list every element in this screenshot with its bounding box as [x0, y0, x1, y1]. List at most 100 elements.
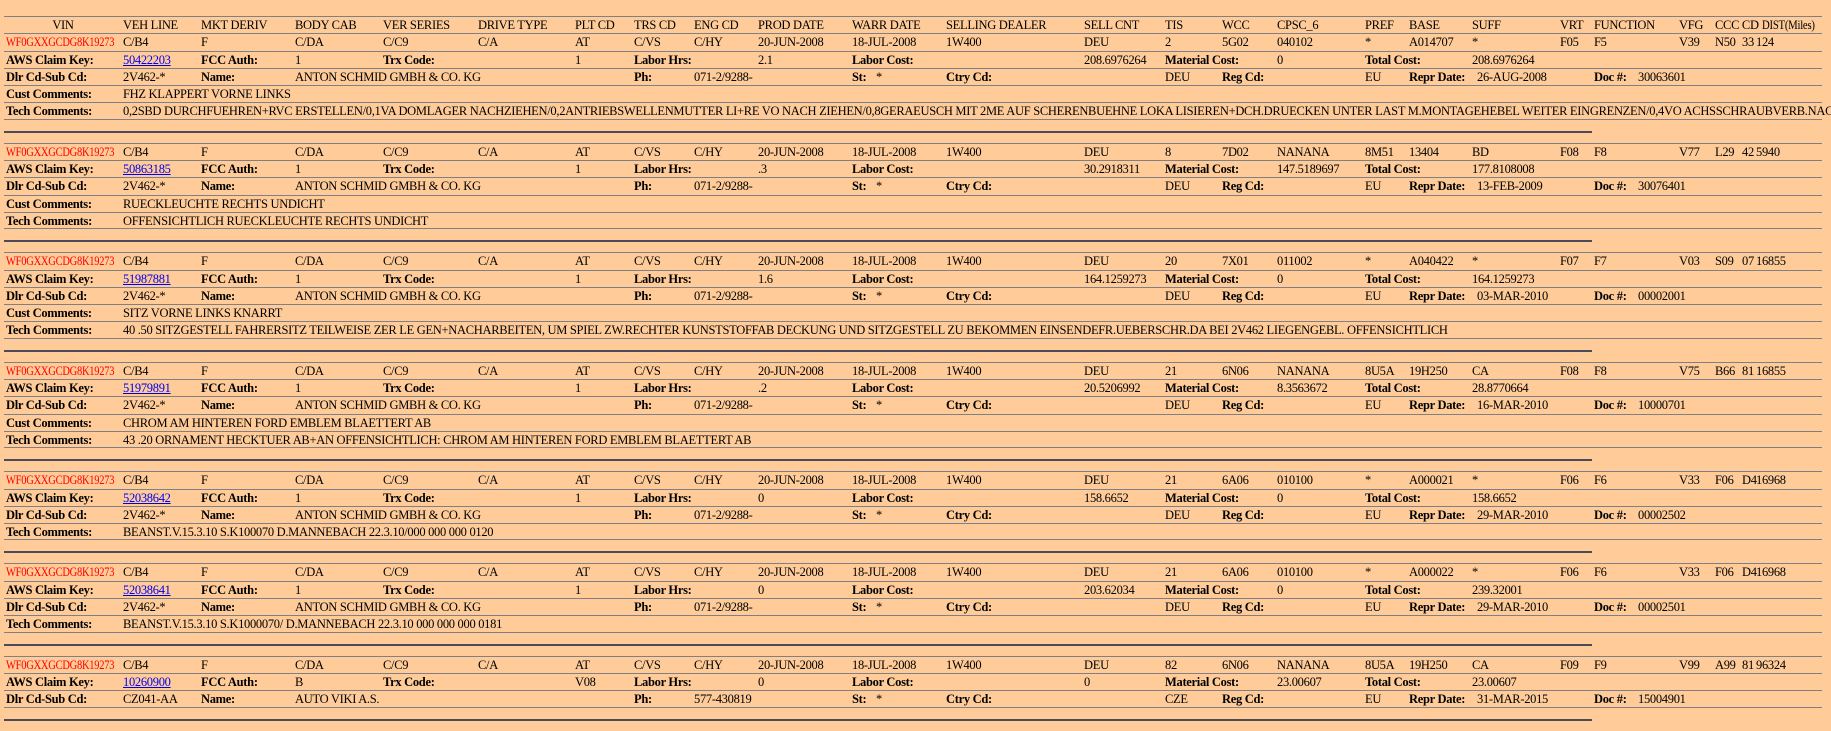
dealer-code-value: 2V462-*: [123, 398, 166, 413]
cell-vfg: V75: [1679, 363, 1700, 378]
labor-hrs-label: Labor Hrs:: [634, 162, 692, 177]
vehicle-row: WF0GXXGCDG8K19273 C/B4 F C/DA C/C9 C/A AT C/VS C…: [4, 252, 1822, 269]
claim-key-link[interactable]: 52038642: [123, 490, 171, 505]
cell-pref: *: [1365, 35, 1371, 50]
cell-vrt: F08: [1560, 363, 1579, 378]
cell-mkt: F: [201, 254, 208, 269]
total-cost-label: Total Cost:: [1365, 490, 1421, 505]
column-header-eng: ENG CD: [694, 18, 739, 32]
cell-plt: AT: [575, 144, 590, 159]
dealer-name-label: Name:: [201, 692, 235, 707]
repair-date-label: Repr Date:: [1409, 288, 1466, 303]
cell-trs: C/VS: [634, 254, 661, 269]
cell-veh: C/B4: [123, 565, 149, 580]
claim-key-link[interactable]: 52038641: [123, 582, 171, 597]
cell-drive: C/A: [478, 657, 498, 672]
cell-prod: 20-JUN-2008: [758, 657, 824, 672]
claim-key-link[interactable]: 51987881: [123, 271, 171, 286]
material-cost-label: Material Cost:: [1165, 271, 1239, 286]
cell-veh: C/B4: [123, 254, 149, 269]
vehicle-row: WF0GXXGCDG8K19273 C/B4 F C/DA C/C9 C/A AT C/VS C…: [4, 655, 1822, 673]
cell-prod: 20-JUN-2008: [758, 254, 824, 269]
total-cost-label: Total Cost:: [1365, 381, 1421, 396]
cell-vfg: V03: [1679, 254, 1700, 269]
dealer-code-value: 2V462-*: [123, 179, 166, 194]
claim-key-label: AWS Claim Key:: [6, 162, 94, 177]
cell-vrt: F06: [1560, 473, 1579, 488]
repair-date-value: 31-MAR-2015: [1477, 692, 1549, 707]
cell-drive: C/A: [478, 144, 498, 159]
phone-value: 071-2/9288-: [694, 507, 753, 522]
column-header-sell: SELL CNT: [1084, 18, 1140, 32]
cell-trs: C/VS: [634, 144, 661, 159]
cell-warr: 18-JUL-2008: [852, 565, 917, 580]
labor-hrs-value: 0: [758, 582, 764, 597]
labor-hrs-label: Labor Hrs:: [634, 271, 692, 286]
total-cost-label: Total Cost:: [1365, 52, 1421, 67]
column-header-dist: DIST(Miles): [1762, 18, 1815, 32]
labor-cost-label: Labor Cost:: [852, 674, 914, 689]
cell-vin: WF0GXXGCDG8K19273: [6, 363, 115, 378]
cell-cpsc: NANANA: [1277, 144, 1330, 159]
cell-dealer: 1W400: [946, 363, 982, 378]
cell-dist: 124: [1756, 35, 1774, 50]
column-header-plt: PLT CD: [575, 18, 615, 32]
cell-ccc: L29: [1715, 144, 1735, 159]
cell-func: F8: [1594, 144, 1607, 159]
cell-vin: WF0GXXGCDG8K19273: [6, 144, 115, 159]
cell-base: 19H250: [1409, 657, 1448, 672]
cell-ver: C/C9: [383, 565, 409, 580]
cell-eng: C/HY: [694, 35, 723, 50]
cell-cpsc: 040102: [1277, 35, 1313, 50]
claim-key-link[interactable]: 50863185: [123, 162, 171, 177]
column-header-func: FUNCTION: [1594, 18, 1655, 32]
claim-key-link[interactable]: 51979891: [123, 381, 171, 396]
claim-key-link[interactable]: 50422203: [123, 52, 171, 67]
column-header-tis: TIS: [1165, 18, 1183, 32]
dealer-code-value: 2V462-*: [123, 69, 166, 84]
cell-mkt: F: [201, 473, 208, 488]
repair-date-value: 29-MAR-2010: [1477, 600, 1549, 615]
cell-suff: CA: [1472, 363, 1489, 378]
country-value: DEU: [1165, 507, 1190, 522]
total-cost-value: 177.8108008: [1472, 162, 1535, 177]
state-label: St:: [852, 179, 867, 194]
region-label: Reg Cd:: [1222, 600, 1264, 615]
tech-comments-value: 43 .20 ORNAMENT HECKTUER AB+AN OFFENSICH…: [123, 432, 752, 447]
record-separator: [4, 229, 1822, 252]
cell-prod: 20-JUN-2008: [758, 473, 824, 488]
doc-number-label: Doc #:: [1594, 692, 1627, 707]
phone-label: Ph:: [634, 507, 652, 522]
column-header-dealer: SELLING DEALER: [946, 18, 1047, 32]
country-label: Ctry Cd:: [946, 398, 992, 413]
record-separator: [4, 120, 1822, 143]
material-cost-value: 0: [1277, 582, 1283, 597]
state-value: *: [876, 288, 882, 303]
cell-wcc: 5G02: [1222, 35, 1249, 50]
doc-number-label: Doc #:: [1594, 179, 1627, 194]
record-separator: [4, 540, 1822, 563]
region-label: Reg Cd:: [1222, 398, 1264, 413]
doc-number-value: 00002001: [1638, 288, 1686, 303]
fcc-auth-label: FCC Auth:: [201, 490, 258, 505]
material-cost-value: 0: [1277, 52, 1283, 67]
cell-cd: 33: [1742, 35, 1754, 50]
doc-number-value: 30076401: [1638, 179, 1686, 194]
cell-eng: C/HY: [694, 363, 723, 378]
trx-code-value: 1: [575, 490, 581, 505]
cell-ccc: N50: [1715, 35, 1736, 50]
claim-key-label: AWS Claim Key:: [6, 381, 94, 396]
column-header-drive: DRIVE TYPE: [478, 18, 548, 32]
claim-row: AWS Claim Key: 52038642 FCC Auth: 1 Trx Code…: [4, 488, 1822, 506]
claim-key-link[interactable]: 10260900: [123, 674, 171, 689]
cell-trs: C/VS: [634, 657, 661, 672]
cell-mkt: F: [201, 144, 208, 159]
cell-tis: 2: [1165, 35, 1171, 50]
cell-plt: AT: [575, 35, 590, 50]
record-separator: [4, 633, 1822, 656]
cell-wcc: 7D02: [1222, 144, 1249, 159]
cell-trs: C/VS: [634, 363, 661, 378]
doc-number-label: Doc #:: [1594, 398, 1627, 413]
cell-vrt: F09: [1560, 657, 1579, 672]
divider: [4, 130, 1592, 133]
